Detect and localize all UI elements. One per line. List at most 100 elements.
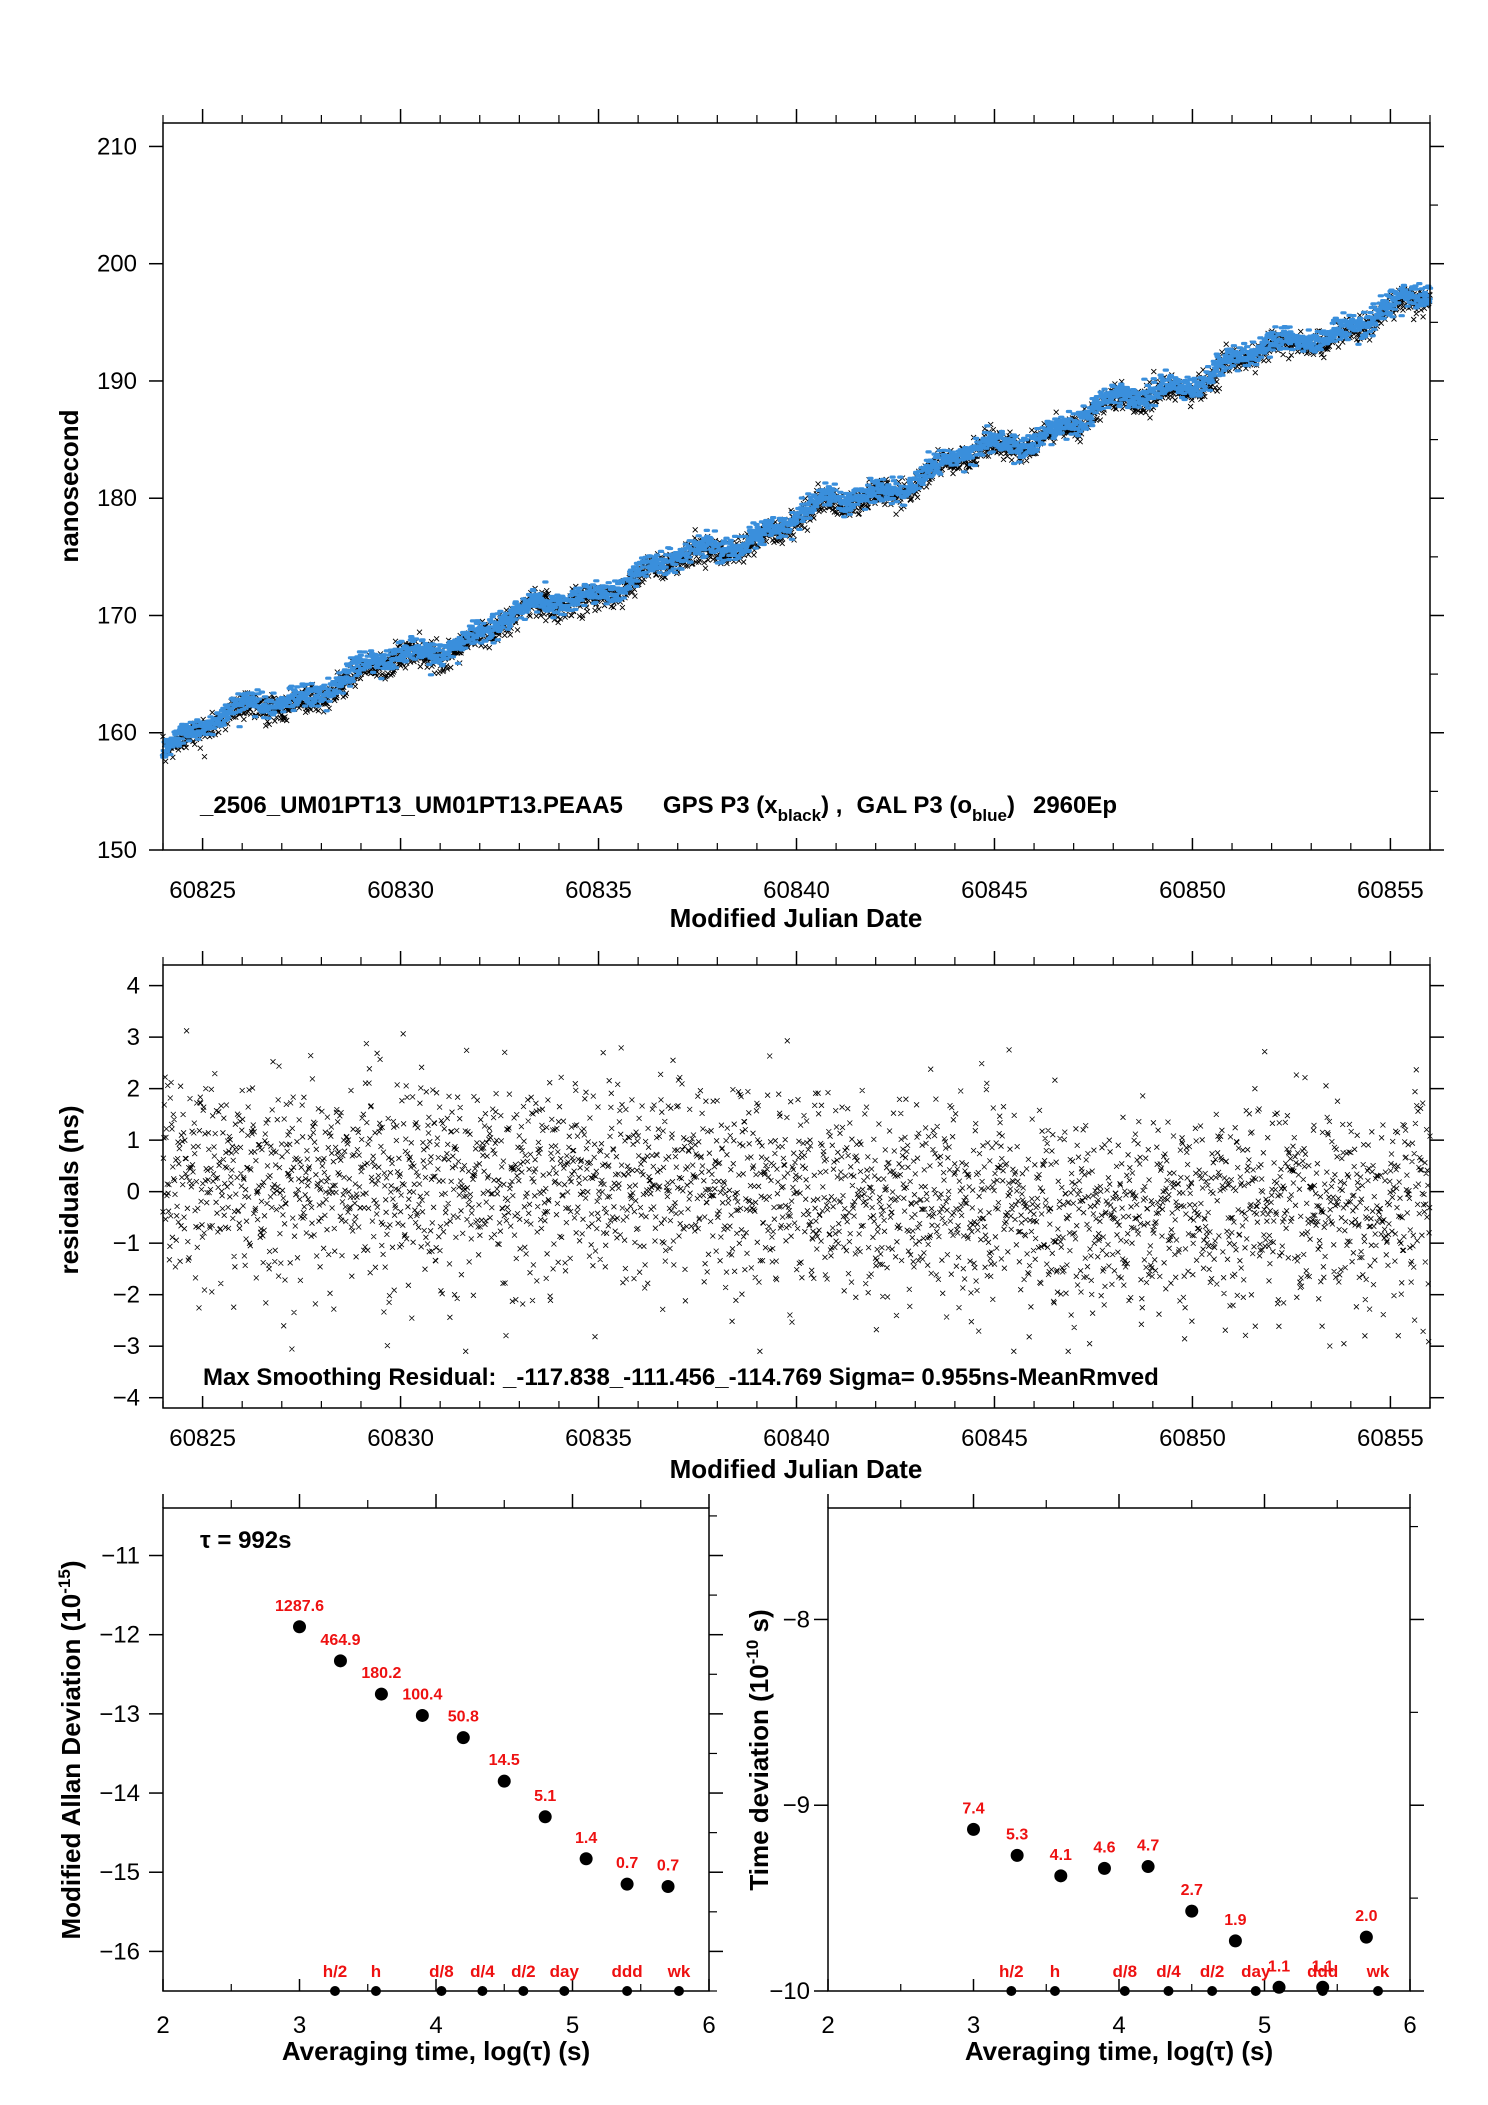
interval-label: d/8	[429, 1962, 454, 1981]
data-point	[1054, 1869, 1068, 1883]
interval-label: d/4	[470, 1962, 495, 1981]
tau-symbol: τ	[531, 2036, 543, 2066]
sigma-annotation: Max Smoothing Residual: _-117.838_-111.4…	[203, 1364, 1159, 1391]
interval-label: ddd	[1307, 1962, 1338, 1981]
x-tick-labels: 2 3 4 5 6	[821, 2012, 1416, 2039]
plot-frame	[162, 1507, 710, 1992]
point-label: 7.4	[962, 1800, 984, 1817]
data-point	[620, 1877, 634, 1891]
interval-label: wk	[1366, 1962, 1390, 1981]
epoch-count: 2960Ep	[1033, 792, 1117, 819]
y-tick-label: 3	[127, 1024, 140, 1051]
y-tick-label: −14	[99, 1780, 140, 1807]
data-point	[661, 1879, 675, 1893]
interval-label: h	[371, 1962, 381, 1981]
interval-marker	[1006, 1986, 1017, 1996]
y-tick-label: −11	[101, 1543, 140, 1570]
gal-p3-points	[159, 282, 1434, 759]
y-tick-label: 170	[97, 602, 137, 629]
point-label: 1.1	[1268, 1958, 1290, 1975]
y-tick-label: 210	[97, 133, 137, 160]
point-label: 14.5	[489, 1752, 520, 1769]
x-tick-label: 4	[1112, 2012, 1125, 2039]
point-label: 1.1	[1312, 1958, 1334, 1975]
x-axis-title: Modified Julian Date	[670, 1454, 923, 1484]
y-tick-label: 190	[97, 368, 137, 395]
x-tick-label: 2	[821, 2012, 834, 2039]
interval-label: h/2	[999, 1962, 1024, 1981]
y-axis-title: nanosecond	[54, 409, 84, 562]
x-axis-title: Modified Julian Date	[670, 903, 923, 933]
interval-label: d/2	[1200, 1962, 1225, 1981]
interval-label: h	[1050, 1962, 1060, 1981]
x-tick-labels: 60825 60830 60835 60840 60845 60850 6085…	[169, 877, 1424, 904]
tau-label: τ = 992s	[200, 1527, 291, 1554]
data-point	[1272, 1980, 1286, 1994]
x-tick-label: 5	[566, 2012, 579, 2039]
y-tick-label: −4	[113, 1385, 140, 1412]
x-tick-labels: 60825 60830 60835 60840 60845 60850 6085…	[169, 1425, 1424, 1452]
tick-marks	[149, 1494, 723, 1992]
point-label: 1.4	[575, 1830, 597, 1847]
point-label: 1287.6	[275, 1598, 324, 1615]
plot-frame	[827, 1507, 1411, 1992]
x-tick-label: 60840	[763, 877, 830, 904]
x-tick-label: 6	[702, 2012, 715, 2039]
interval-markers: h/2 h d/8 d/4 d/2 day ddd wk	[323, 1962, 691, 1996]
y-tick-label: 1	[127, 1127, 140, 1154]
y-tick-label: −10	[769, 1978, 810, 2005]
interval-label: day	[550, 1962, 580, 1981]
interval-markers: h/2 h d/8 d/4 d/2 day ddd wk	[999, 1962, 1390, 1996]
y-tick-label: 150	[97, 837, 137, 864]
x-tick-label: 3	[967, 2012, 980, 2039]
y-tick-label: −1	[113, 1230, 140, 1257]
point-label: 2.7	[1181, 1882, 1203, 1899]
y-tick-label: 160	[97, 720, 137, 747]
point-label: 180.2	[361, 1665, 401, 1682]
y-axis-exponent: -15	[55, 1569, 74, 1594]
data-point	[1097, 1861, 1111, 1875]
interval-marker	[1372, 1986, 1383, 1996]
y-tick-label: 0	[127, 1179, 140, 1206]
interval-label: day	[1241, 1962, 1271, 1981]
point-label: 464.9	[320, 1632, 360, 1649]
y-axis-title-end: s)	[744, 1609, 774, 1639]
x-tick-label: 60835	[565, 877, 632, 904]
plot-frame	[162, 122, 1431, 851]
interval-marker	[1250, 1986, 1261, 1996]
data-point	[374, 1687, 388, 1701]
x-tick-label: 60825	[169, 1425, 236, 1452]
y-tick-label: −13	[99, 1701, 140, 1728]
gal-legend-end: )	[1007, 792, 1015, 819]
interval-label: d/2	[511, 1962, 536, 1981]
interval-marker	[477, 1986, 488, 1996]
interval-label: h/2	[323, 1962, 348, 1981]
interval-label: ddd	[612, 1962, 643, 1981]
x-tick-label: 6	[1403, 2012, 1416, 2039]
y-axis-title-end: )	[56, 1561, 86, 1570]
gps-legend: GPS P3 (x	[663, 792, 778, 819]
x-tick-label: 60855	[1357, 877, 1424, 904]
x-tick-label: 60850	[1159, 877, 1226, 904]
tdev-points: 7.4 5.3 4.1 4.6 4.7 2.7 1.9 1.1 1.1 2.0	[962, 1800, 1378, 1994]
x-axis-title-text: Averaging time, log(	[282, 2036, 531, 2066]
y-axis-exponent: -10	[743, 1640, 762, 1665]
y-tick-label: 4	[127, 973, 140, 1000]
y-tick-labels: −10 −9 −8	[769, 1606, 810, 2005]
y-axis-title: residuals (ns)	[54, 1105, 84, 1274]
interval-marker	[673, 1986, 684, 1996]
y-tick-labels: −16 −15 −14 −13 −12 −11	[99, 1543, 140, 1966]
point-label: 5.1	[534, 1788, 556, 1805]
point-label: 1.9	[1224, 1912, 1246, 1929]
interval-marker	[1119, 1986, 1130, 1996]
interval-marker	[559, 1986, 570, 1996]
x-axis-title: Averaging time, log(τ) (s)	[282, 2036, 590, 2066]
x-tick-label: 3	[293, 2012, 306, 2039]
x-tick-label: 2	[156, 2012, 169, 2039]
point-label: 2.0	[1355, 1908, 1377, 1925]
x-tick-label: 60830	[367, 877, 434, 904]
y-tick-labels: 150 160 170 180 190 200 210	[97, 133, 137, 864]
y-tick-labels: −4 −3 −2 −1 0 1 2 3 4	[113, 973, 140, 1412]
